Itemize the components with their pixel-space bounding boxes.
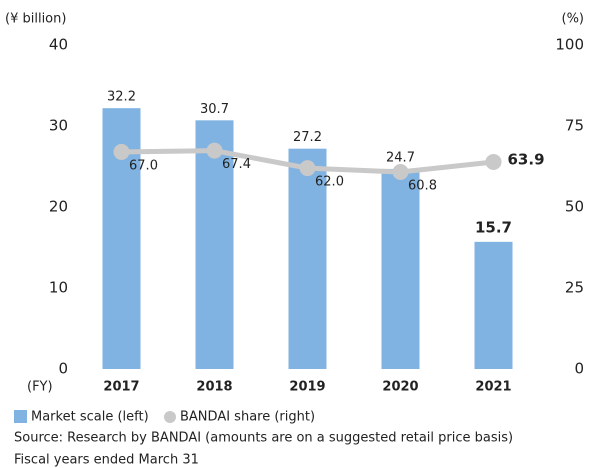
y2-axis-label: (%) [562,12,585,27]
source-note: Source: Research by BANDAI (amounts are … [14,431,513,446]
line-value-label: 67.0 [129,158,158,173]
x-tick-label: 2018 [196,380,232,395]
bar-value-label: 27.2 [293,130,322,145]
x-axis-label: (FY) [27,380,53,395]
y-tick-label: 10 [49,279,68,297]
bar-value-label: 24.7 [386,150,415,165]
bar [474,241,513,369]
bar [288,148,327,369]
y2-tick-label: 0 [574,360,584,378]
share-point [485,153,502,170]
line-value-label: 60.8 [408,179,437,194]
fiscal-note: Fiscal years ended March 31 [14,453,199,468]
bar [195,120,234,369]
share-point [206,142,223,159]
y2-tick-label: 25 [565,279,584,297]
bar-value-label: 32.2 [107,90,136,105]
line-value-label: 63.9 [508,150,545,168]
legend-label: BANDAI share (right) [180,410,315,425]
y-tick-label: 20 [49,198,68,216]
share-point [113,143,130,160]
y-tick-label: 0 [58,360,68,378]
legend-label: Market scale (left) [31,410,149,425]
y2-tick-label: 100 [555,36,584,54]
share-point [299,160,316,177]
y-tick-label: 30 [49,117,68,135]
x-tick-label: 2019 [289,380,325,395]
y-tick-label: 40 [49,36,68,54]
y-axis-label: (¥ billion) [5,12,66,27]
y2-tick-label: 50 [565,198,584,216]
legend-swatch [14,410,27,423]
bar-value-label: 15.7 [475,218,512,236]
bar-value-label: 30.7 [200,102,229,117]
x-tick-label: 2017 [103,380,139,395]
share-point [392,164,409,181]
bar [381,168,420,369]
x-tick-label: 2020 [382,380,418,395]
line-value-label: 67.4 [222,157,251,172]
y2-tick-label: 75 [565,117,584,135]
line-value-label: 62.0 [315,175,344,190]
legend-swatch [164,411,176,423]
x-tick-label: 2021 [475,380,511,395]
